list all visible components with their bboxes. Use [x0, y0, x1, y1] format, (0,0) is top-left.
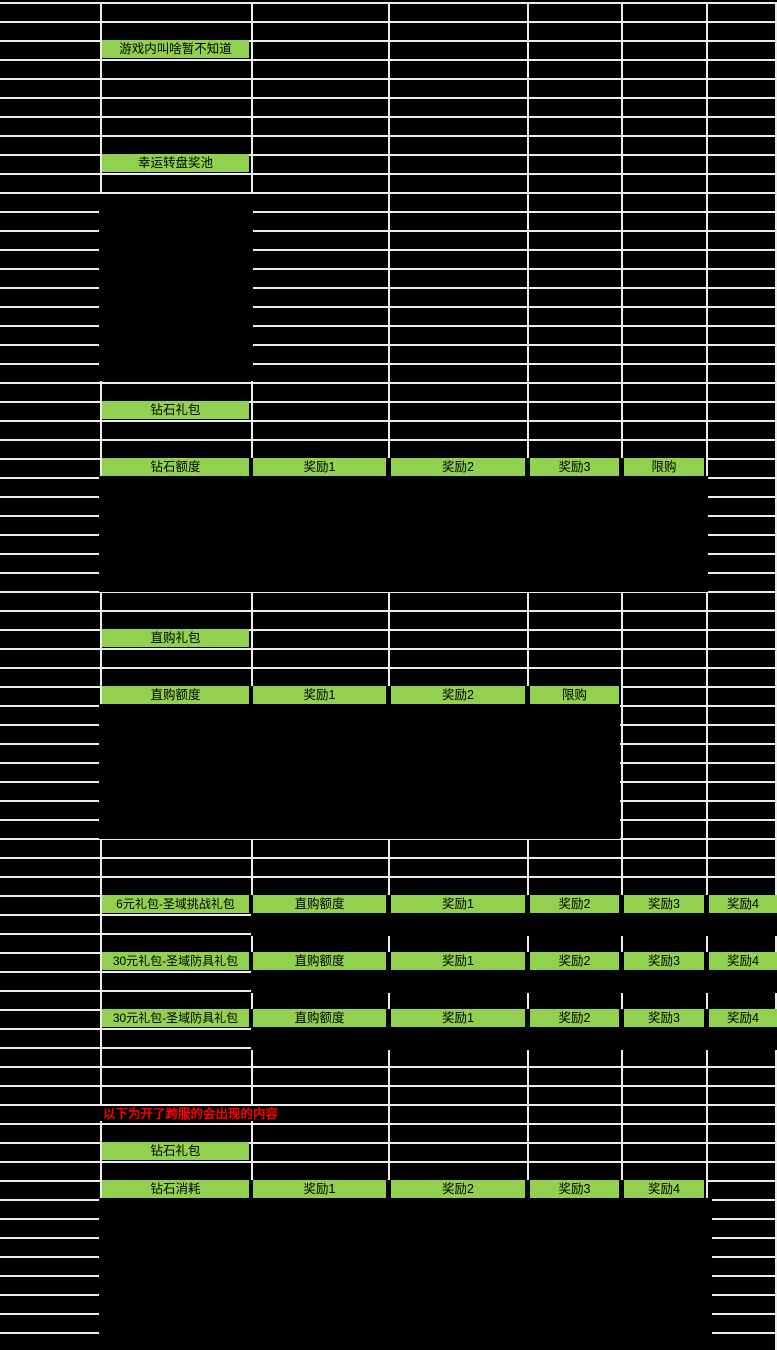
merged-black-region	[99, 476, 708, 592]
header-direct-amount[interactable]: 直购额度	[253, 895, 386, 913]
header-direct-amount[interactable]: 直购额度	[253, 1009, 386, 1027]
cross-server-note[interactable]: 以下为开了跨服的会出现的内容	[103, 1107, 279, 1121]
header-reward-2[interactable]: 奖励2	[391, 686, 525, 704]
header-reward-3[interactable]: 奖励3	[624, 1009, 704, 1027]
header-reward-4[interactable]: 奖励4	[624, 1180, 704, 1198]
merged-black-region	[99, 704, 620, 839]
header-reward-1[interactable]: 奖励1	[391, 895, 525, 913]
cell-direct-gift-title[interactable]: 直购礼包	[102, 629, 249, 647]
header-reward-3[interactable]: 奖励3	[624, 952, 704, 970]
gridline-col-c-d	[388, 2, 390, 1350]
gridline-col-d-e	[527, 2, 529, 1350]
header-diamond-amount[interactable]: 钻石额度	[102, 458, 249, 476]
gridline-col-right	[775, 2, 777, 1350]
merged-black-region	[99, 1198, 712, 1350]
header-direct-amount[interactable]: 直购额度	[253, 952, 386, 970]
header-diamond-cost[interactable]: 钻石消耗	[102, 1180, 249, 1198]
merged-black-region	[251, 1027, 777, 1050]
header-reward-2[interactable]: 奖励2	[391, 458, 525, 476]
cell-diamond-gift-title[interactable]: 钻石礼包	[102, 401, 249, 419]
cell-cross-diamond-gift-title[interactable]: 钻石礼包	[102, 1142, 249, 1160]
cell-game-name-note[interactable]: 游戏内叫啥暂不知道	[102, 40, 249, 58]
pack-name-cell[interactable]: 30元礼包-圣域防具礼包	[102, 952, 249, 970]
merged-black-region	[251, 913, 777, 936]
gridline-col-a-b	[100, 2, 102, 1350]
header-reward-2[interactable]: 奖励2	[530, 952, 619, 970]
header-purchase-limit[interactable]: 限购	[530, 686, 619, 704]
header-reward-4[interactable]: 奖励4	[709, 895, 777, 913]
merged-black-region	[100, 1106, 388, 1121]
merged-black-region	[251, 970, 777, 993]
pack-name-cell[interactable]: 6元礼包-圣域挑战礼包	[102, 895, 249, 913]
header-direct-amount[interactable]: 直购额度	[102, 686, 249, 704]
header-reward-1[interactable]: 奖励1	[253, 1180, 386, 1198]
header-purchase-limit[interactable]: 限购	[624, 458, 704, 476]
pack-name-cell[interactable]: 30元礼包-圣域防具礼包	[102, 1009, 249, 1027]
header-reward-3[interactable]: 奖励3	[530, 458, 619, 476]
header-reward-1[interactable]: 奖励1	[391, 952, 525, 970]
gridline-col-b-c	[251, 2, 253, 1350]
header-reward-2[interactable]: 奖励2	[530, 1009, 619, 1027]
gridline-col-f-g	[706, 2, 708, 1350]
header-reward-1[interactable]: 奖励1	[253, 686, 386, 704]
header-reward-4[interactable]: 奖励4	[709, 952, 777, 970]
header-reward-1[interactable]: 奖励1	[391, 1009, 525, 1027]
gridline-col-e-f	[621, 2, 623, 1350]
merged-black-region	[99, 194, 253, 381]
header-reward-3[interactable]: 奖励3	[624, 895, 704, 913]
header-reward-2[interactable]: 奖励2	[530, 895, 619, 913]
header-reward-4[interactable]: 奖励4	[709, 1009, 777, 1027]
cell-lucky-wheel-pool[interactable]: 幸运转盘奖池	[102, 154, 249, 172]
header-reward-3[interactable]: 奖励3	[530, 1180, 619, 1198]
header-reward-2[interactable]: 奖励2	[391, 1180, 525, 1198]
header-reward-1[interactable]: 奖励1	[253, 458, 386, 476]
